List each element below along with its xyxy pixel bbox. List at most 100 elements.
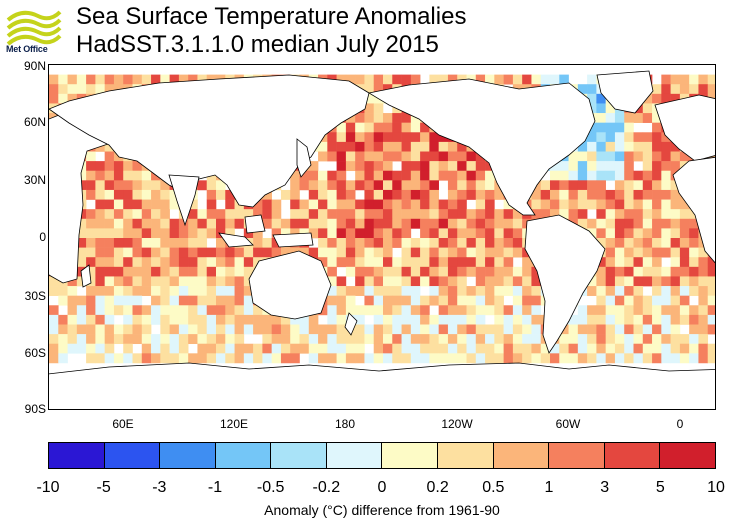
- anomaly-cell: [364, 324, 375, 335]
- land-new-zealand: [344, 312, 358, 336]
- anomaly-cell: [540, 74, 551, 85]
- anomaly-cell: [299, 334, 310, 345]
- anomaly-cell: [503, 257, 514, 268]
- anomaly-cell: [262, 343, 272, 354]
- anomaly-cell: [587, 305, 597, 316]
- anomaly-cell: [392, 295, 402, 306]
- anomaly-cell: [457, 189, 467, 200]
- anomaly-cell: [447, 228, 458, 239]
- anomaly-cell: [141, 343, 152, 354]
- anomaly-cell: [420, 295, 430, 306]
- anomaly-cell: [318, 151, 328, 162]
- anomaly-cell: [410, 132, 421, 143]
- anomaly-cell: [132, 170, 143, 181]
- anomaly-cell: [652, 113, 662, 123]
- anomaly-cell: [206, 305, 217, 316]
- anomaly-cell: [652, 238, 662, 248]
- anomaly-cell: [113, 180, 124, 191]
- anomaly-cell: [438, 238, 449, 248]
- anomaly-cell: [113, 199, 124, 210]
- anomaly-cell: [624, 132, 634, 143]
- anomaly-cell: [123, 334, 133, 345]
- anomaly-cell: [587, 324, 597, 335]
- anomaly-cell: [707, 314, 715, 325]
- anomaly-cell: [401, 170, 412, 181]
- anomaly-cell: [262, 247, 272, 258]
- anomaly-cell: [475, 305, 486, 316]
- anomaly-cell: [475, 266, 486, 277]
- anomaly-cell: [225, 247, 235, 258]
- anomaly-cell: [457, 161, 467, 172]
- anomaly-cell: [670, 218, 681, 229]
- anomaly-cell: [151, 334, 161, 345]
- anomaly-cell: [596, 151, 606, 162]
- anomaly-cell: [234, 266, 245, 277]
- anomaly-cell: [633, 170, 644, 181]
- anomaly-cell: [58, 343, 68, 354]
- anomaly-cell: [318, 247, 328, 258]
- anomaly-cell: [494, 276, 504, 287]
- anomaly-cell: [633, 257, 644, 268]
- anomaly-cell: [540, 199, 551, 210]
- anomaly-cell: [531, 353, 542, 364]
- anomaly-cell: [169, 266, 180, 277]
- anomaly-cell: [132, 74, 143, 85]
- anomaly-cell: [327, 199, 337, 210]
- anomaly-cell: [466, 286, 477, 296]
- anomaly-cell: [652, 276, 662, 287]
- anomaly-cell: [624, 276, 634, 287]
- anomaly-cell: [160, 199, 170, 210]
- anomaly-cell: [670, 343, 681, 354]
- anomaly-cell: [605, 286, 616, 296]
- anomaly-cell: [420, 228, 430, 239]
- anomaly-cell: [475, 161, 486, 172]
- anomaly-cell: [429, 295, 439, 306]
- anomaly-cell: [373, 180, 384, 191]
- anomaly-cell: [698, 305, 709, 316]
- anomaly-cell: [132, 199, 143, 210]
- land-masses: [49, 70, 715, 409]
- anomaly-cell: [661, 238, 671, 248]
- anomaly-cell: [679, 238, 690, 248]
- anomaly-cell: [392, 266, 402, 277]
- anomaly-cell: [113, 295, 124, 306]
- anomaly-cell: [104, 295, 115, 306]
- anomaly-cell: [345, 286, 356, 296]
- anomaly-cell: [383, 132, 393, 143]
- anomaly-cell: [197, 266, 208, 277]
- anomaly-cell: [670, 286, 681, 296]
- anomaly-cell: [410, 324, 421, 335]
- anomaly-cell: [587, 189, 597, 200]
- anomaly-cell: [383, 353, 393, 364]
- anomaly-cell: [485, 334, 495, 345]
- anomaly-cell: [160, 238, 170, 248]
- anomaly-cell: [188, 209, 198, 220]
- anomaly-cell: [327, 276, 337, 287]
- anomaly-cell: [392, 170, 402, 181]
- anomaly-cell: [336, 257, 347, 268]
- anomaly-cell: [373, 238, 384, 248]
- anomaly-cell: [336, 161, 347, 172]
- anomaly-cell: [642, 180, 653, 191]
- anomaly-cell: [392, 113, 402, 123]
- anomaly-cell: [475, 334, 486, 345]
- anomaly-cell: [169, 353, 180, 364]
- anomaly-cell: [605, 257, 616, 268]
- anomaly-cell: [76, 324, 87, 335]
- anomaly-cell: [457, 180, 467, 191]
- anomaly-cell: [642, 132, 653, 143]
- anomaly-cell: [290, 218, 300, 229]
- anomaly-cell: [373, 84, 384, 95]
- anomaly-cell: [392, 228, 402, 239]
- anomaly-cell: [113, 334, 124, 345]
- anomaly-cell: [113, 161, 124, 172]
- anomaly-cell: [475, 209, 486, 220]
- anomaly-cell: [178, 266, 189, 277]
- anomaly-cell: [290, 343, 300, 354]
- anomaly-cell: [438, 257, 449, 268]
- anomaly-cell: [271, 353, 282, 364]
- anomaly-cell: [86, 295, 96, 306]
- anomaly-cell: [633, 276, 644, 287]
- anomaly-cell: [327, 189, 337, 200]
- anomaly-cell: [290, 228, 300, 239]
